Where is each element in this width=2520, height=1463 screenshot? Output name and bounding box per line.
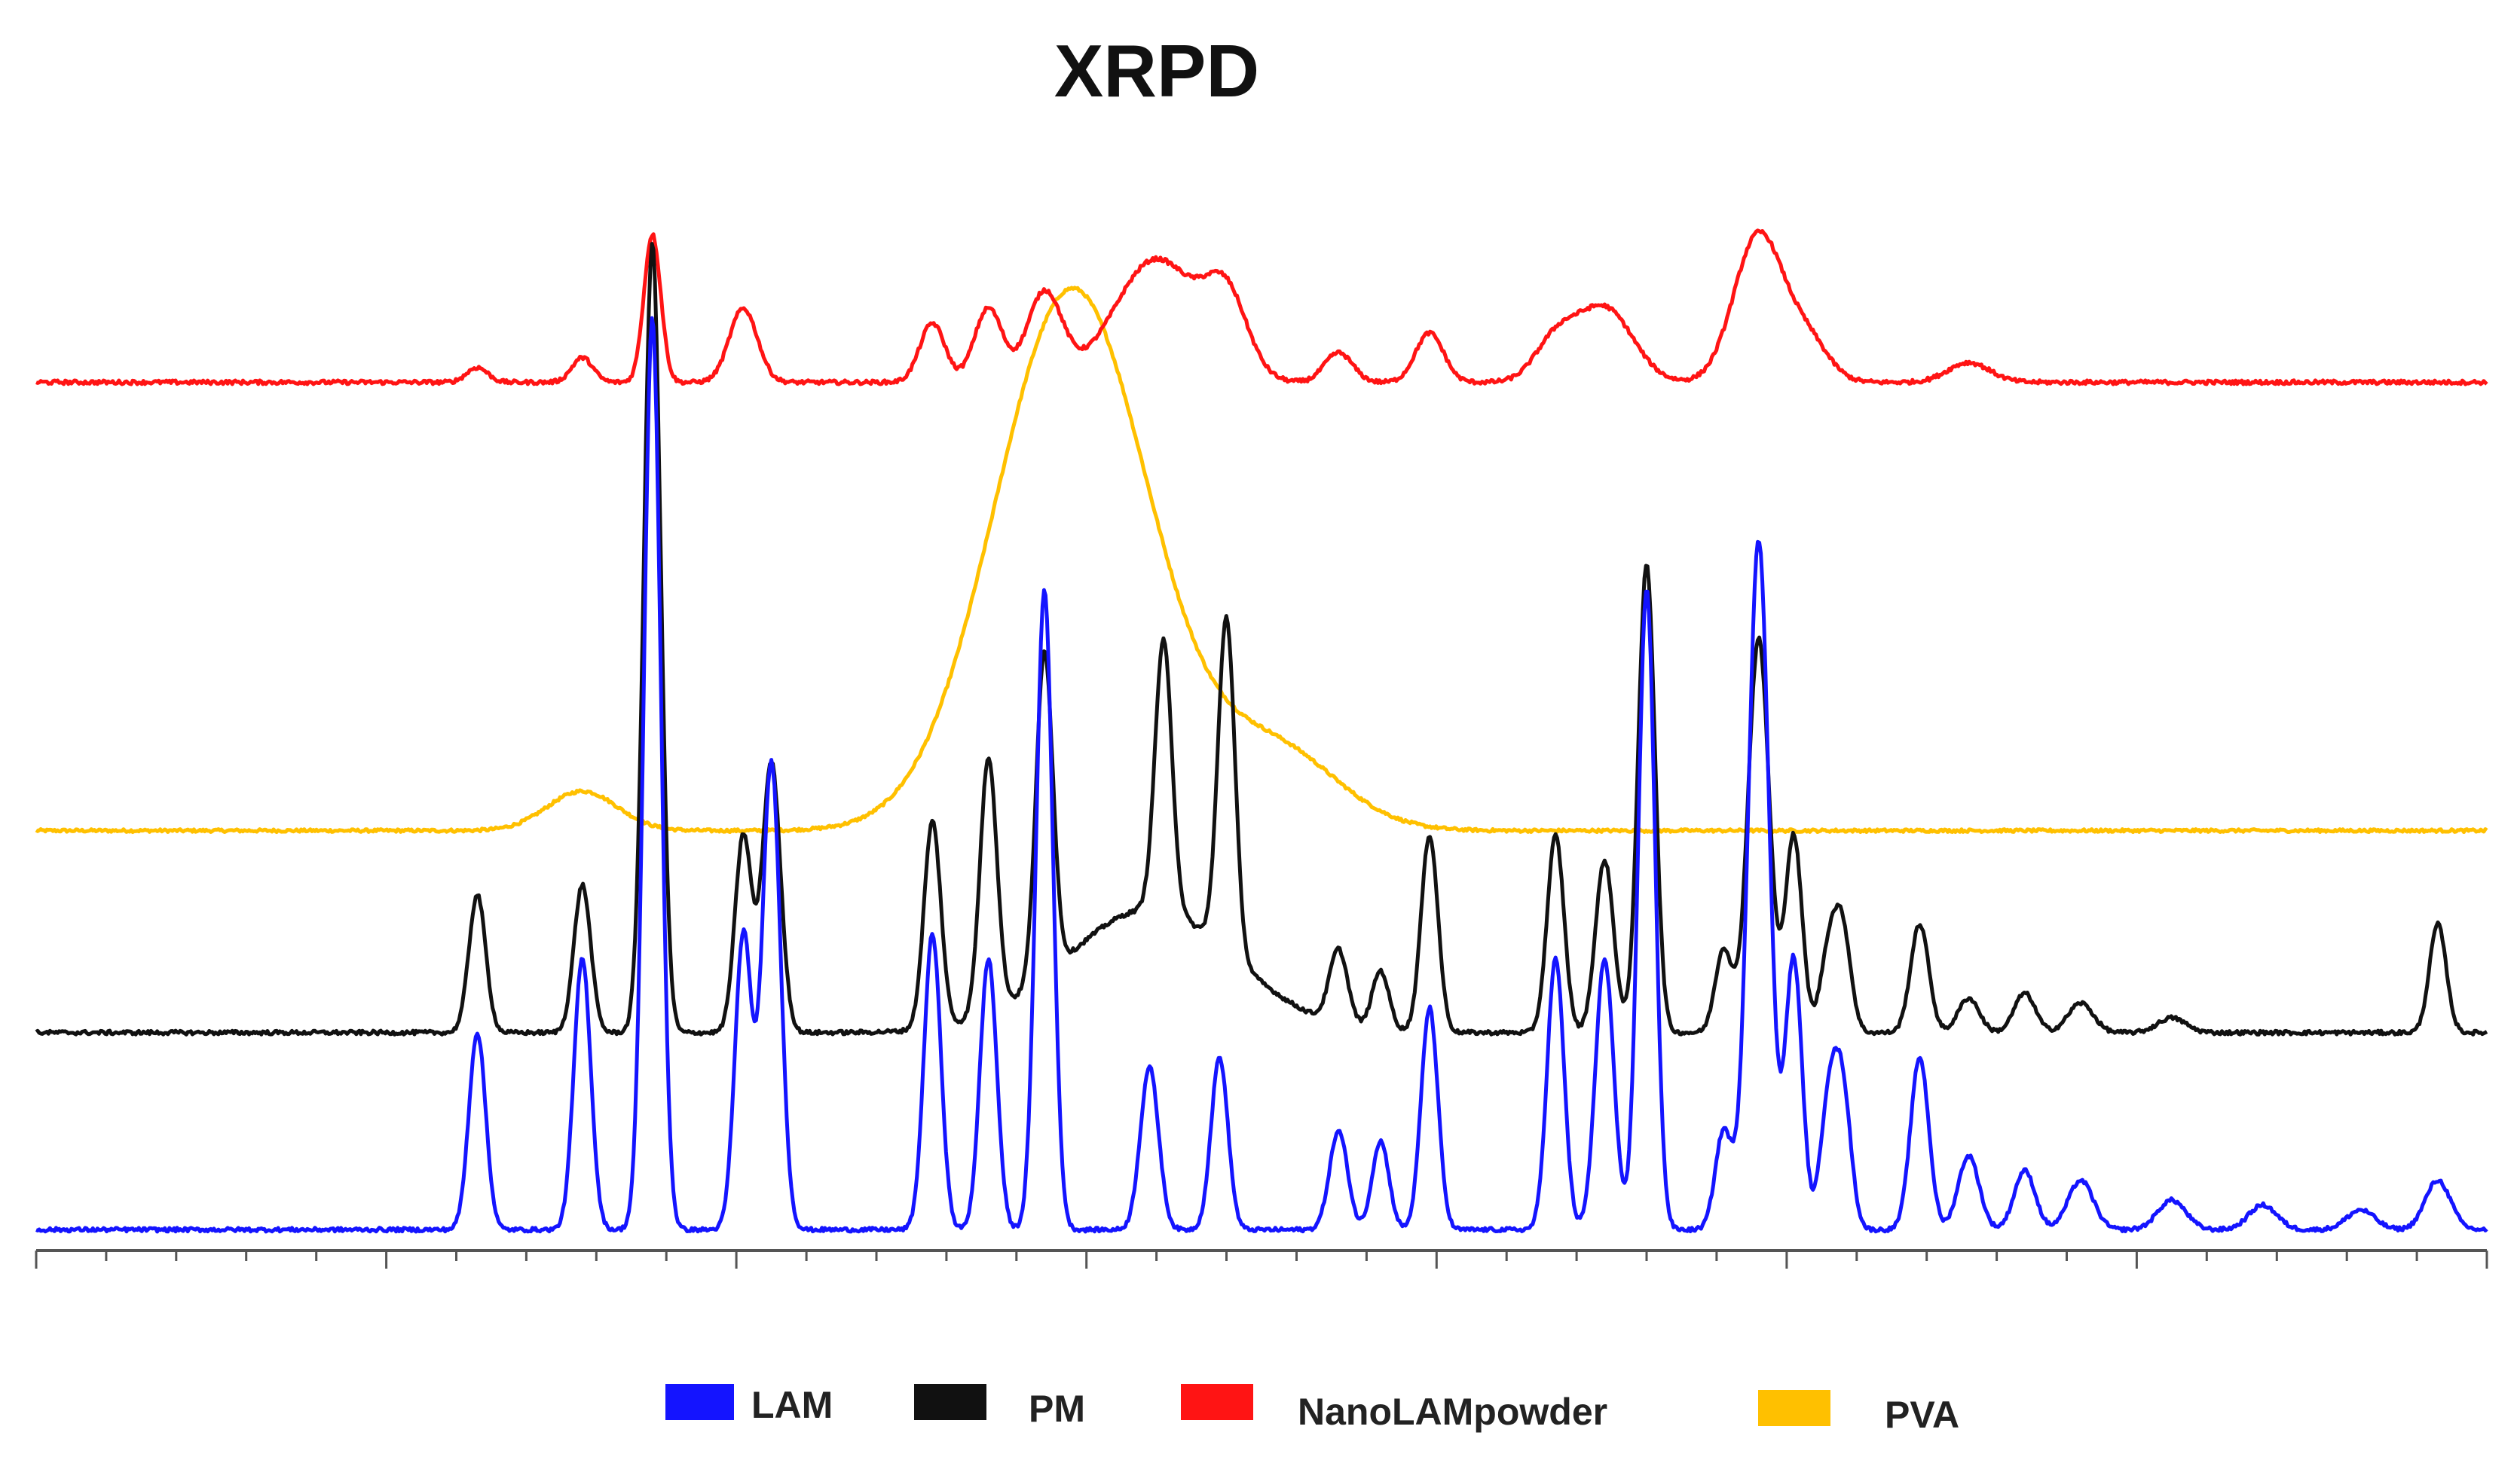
x-axis bbox=[35, 1249, 2488, 1269]
legend-swatch-pm bbox=[914, 1384, 986, 1420]
series-line-pva bbox=[35, 286, 2488, 834]
series-line-lam bbox=[35, 316, 2488, 1234]
plot-area bbox=[35, 228, 2488, 1234]
legend-item-pm: PM bbox=[914, 1384, 1085, 1430]
legend-item-nanolampowder: NanoLAMpowder bbox=[1181, 1384, 1607, 1433]
legend-swatch-lam bbox=[665, 1384, 734, 1420]
legend-label-lam: LAM bbox=[751, 1384, 833, 1426]
legend-swatch-pva bbox=[1758, 1390, 1830, 1426]
legend-swatch-nanolampowder bbox=[1181, 1384, 1253, 1420]
legend: LAM PM NanoLAMpowder PVA bbox=[665, 1384, 1959, 1436]
chart-title: XRPD bbox=[1054, 29, 1259, 112]
series-line-pm bbox=[35, 242, 2488, 1037]
legend-label-pva: PVA bbox=[1885, 1394, 1959, 1436]
legend-label-pm: PM bbox=[1029, 1388, 1085, 1430]
series-line-nanolampowder bbox=[35, 228, 2488, 386]
legend-item-pva: PVA bbox=[1758, 1390, 1959, 1436]
legend-label-nanolampowder: NanoLAMpowder bbox=[1298, 1391, 1607, 1433]
legend-item-lam: LAM bbox=[665, 1384, 833, 1426]
x-axis-ticks bbox=[35, 1251, 2488, 1269]
